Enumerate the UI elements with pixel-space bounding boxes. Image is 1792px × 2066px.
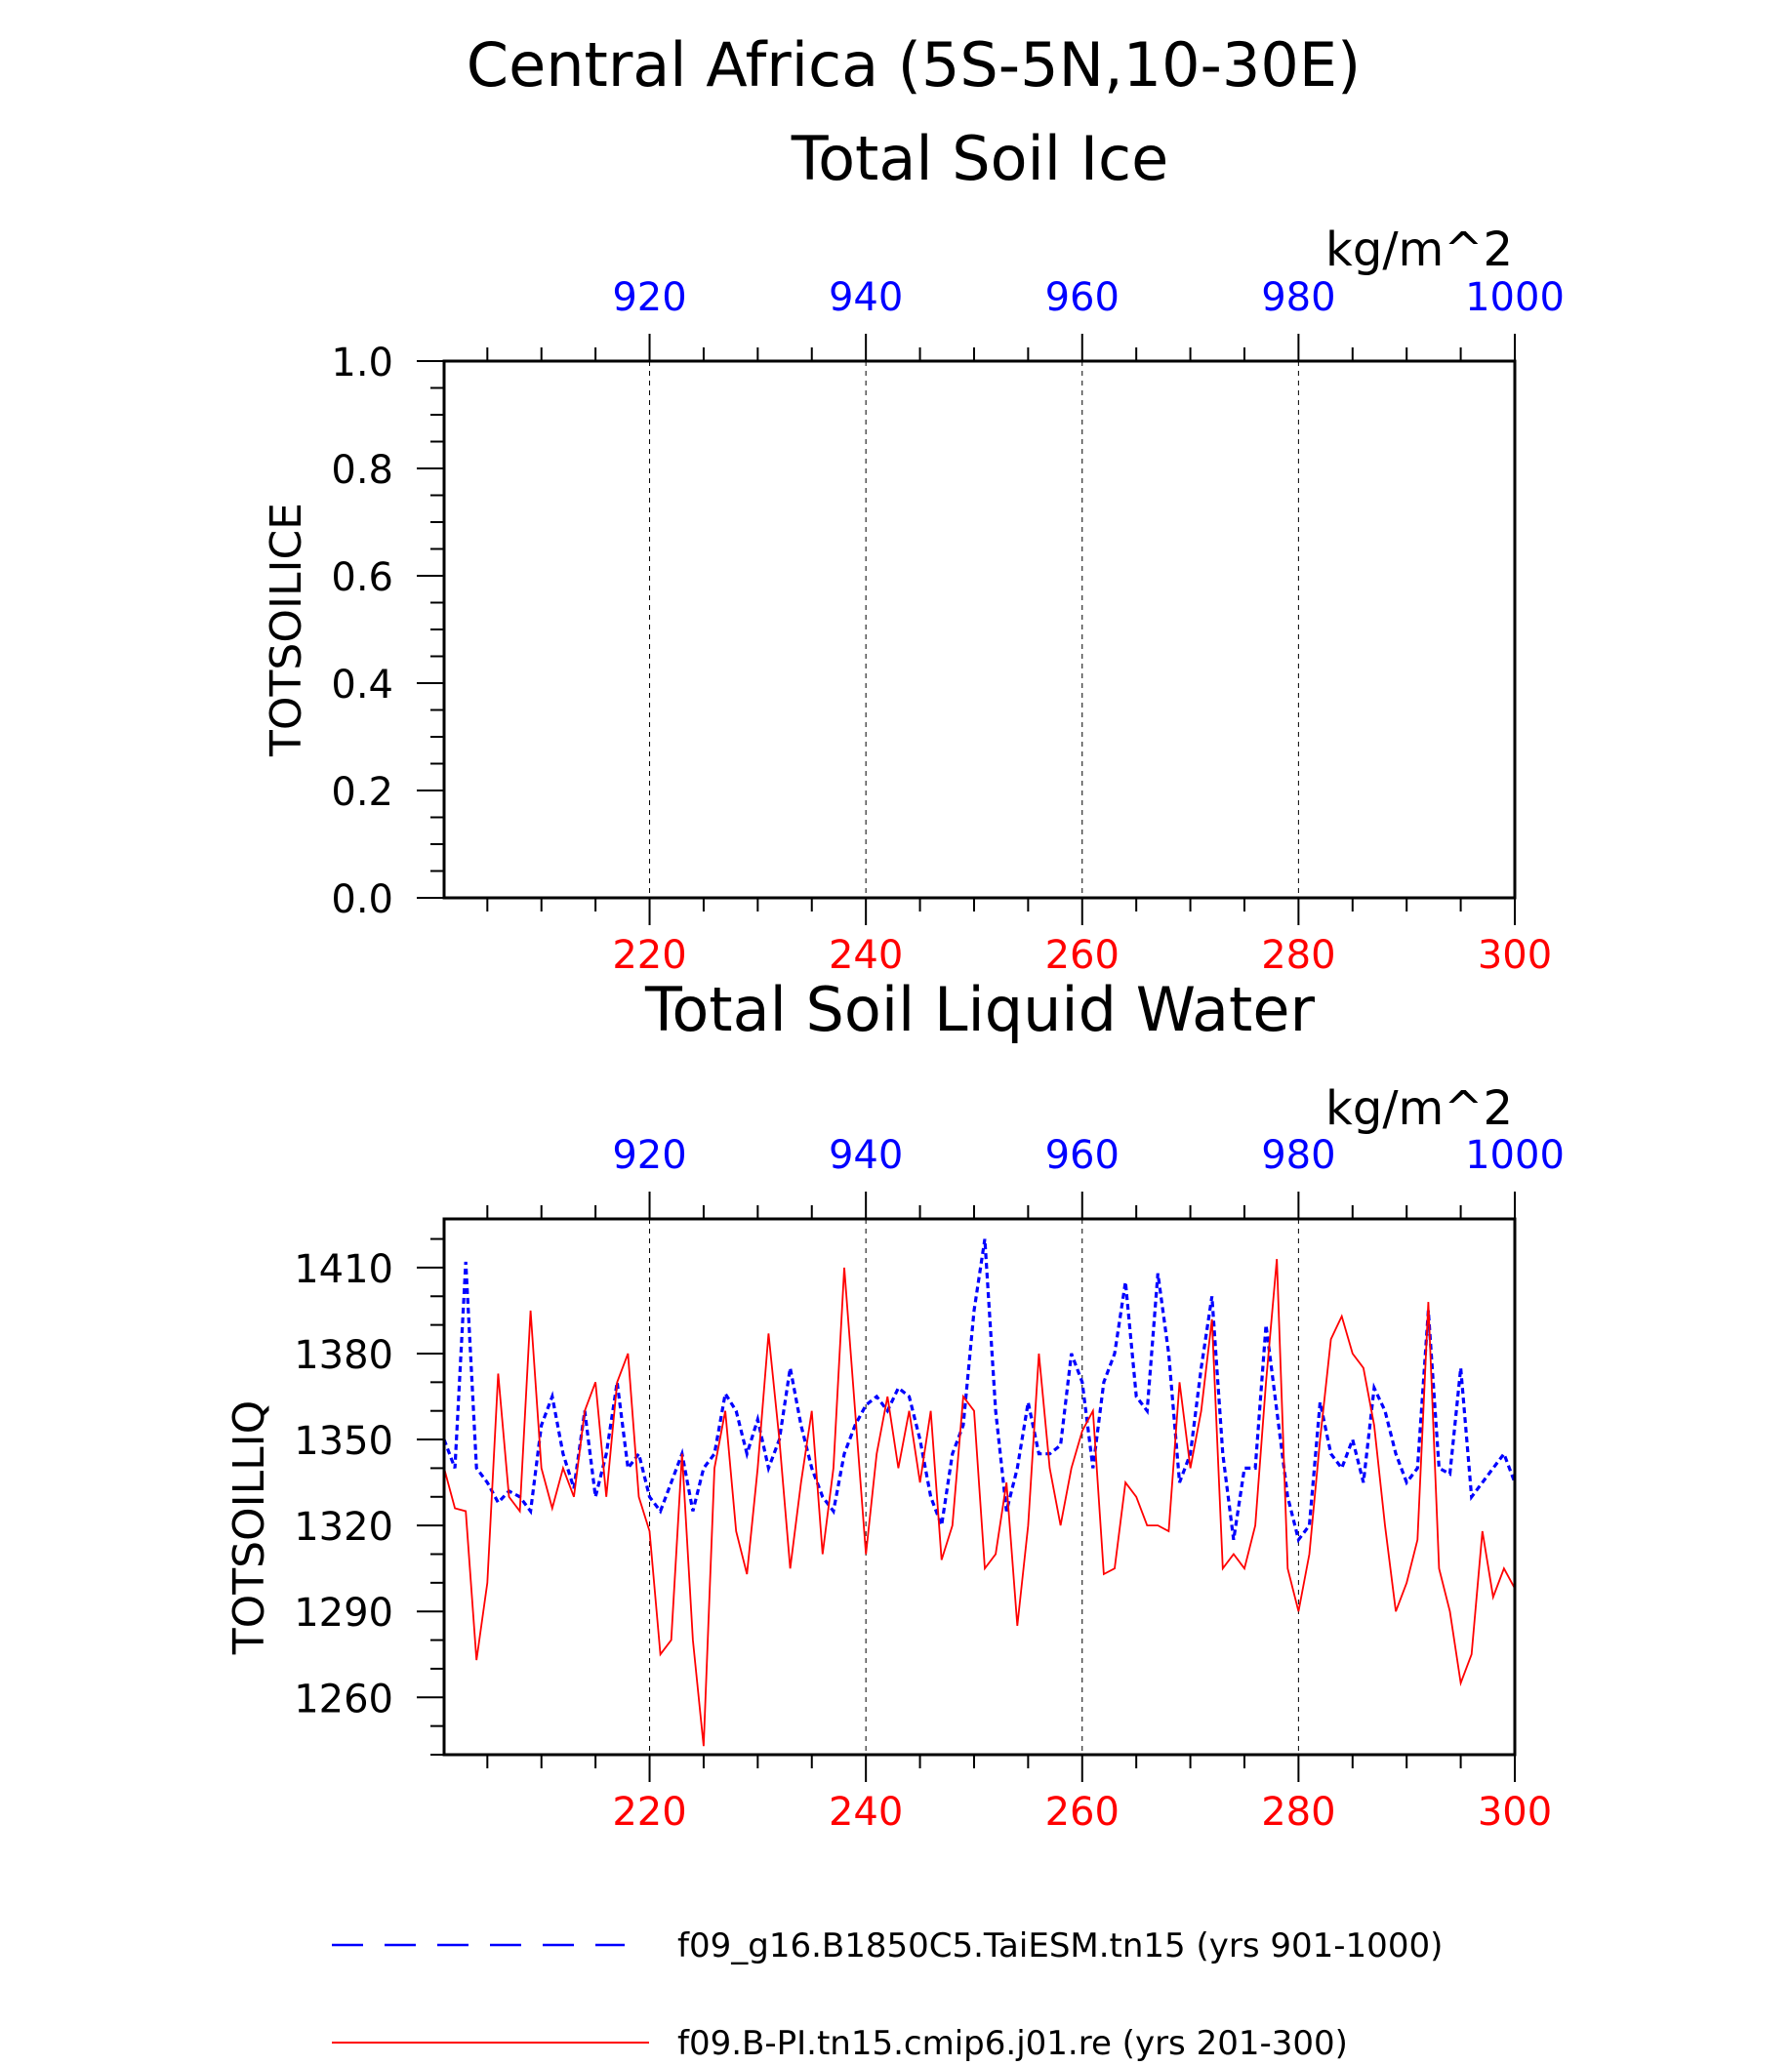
panel-1-ytick-label: 0.4 [331, 663, 393, 708]
panel-2-title: Total Soil Liquid Water [644, 974, 1315, 1045]
panel-1-ytick-label: 1.0 [331, 341, 393, 385]
panel-1-ytick-label: 0.6 [331, 555, 393, 600]
panel-2-top-xtick-label: 980 [1261, 1133, 1335, 1178]
panel-1-top-xtick-label: 960 [1045, 275, 1120, 320]
panel-2-bottom-xtick-label: 260 [1045, 1790, 1120, 1835]
panel-1-top-xtick-label: 980 [1261, 275, 1335, 320]
panel-1-bottom-xtick-label: 260 [1045, 933, 1120, 978]
panel-1-top-xtick-label: 940 [829, 275, 903, 320]
panel-2-units: kg/m^2 [1325, 1081, 1513, 1136]
panel-2-ytick-label: 1260 [294, 1677, 393, 1722]
panel-1-units: kg/m^2 [1325, 223, 1513, 277]
panel-2-bottom-xtick-label: 220 [612, 1790, 686, 1835]
panel-1-plot: 0.0 0.2 0.4 0.6 0.8 1.0 220 240 260 280 300 920 940 9… [331, 275, 1565, 978]
panel-2-top-xtick-label: 920 [612, 1133, 686, 1178]
panel-1-bottom-xtick-label: 300 [1478, 933, 1552, 978]
legend-label-model-a: f09_g16.B1850C5.TaiESM.tn15 (yrs 901-100… [677, 1926, 1443, 1965]
panel-2-series-model-a [442, 1238, 1517, 1544]
panel-1-bottom-xtick-label: 220 [612, 933, 686, 978]
panel-1-ytick-label: 0.0 [331, 877, 393, 922]
panel-2-series-model-b [443, 1259, 1516, 1747]
panel-2-top-xtick-label: 940 [829, 1133, 903, 1178]
panel-2-ytick-label: 1290 [294, 1591, 393, 1636]
panel-1-bottom-xtick-label: 240 [829, 933, 903, 978]
panel-1-ytick-label: 0.2 [331, 770, 393, 815]
legend-label-model-b: f09.B-PI.tn15.cmip6.j01.re (yrs 201-300) [677, 2024, 1348, 2062]
panel-2-top-xtick-label: 960 [1045, 1133, 1120, 1178]
panel-1-top-xtick-label: 920 [612, 275, 686, 320]
panel-2-top-xtick-label: 1000 [1465, 1133, 1565, 1178]
panel-2-bottom-xtick-label: 280 [1261, 1790, 1335, 1835]
panel-2-frame [442, 1217, 1517, 1757]
panel-1-top-xtick-label: 1000 [1465, 275, 1565, 320]
panel-2-plot: 1260 1290 1320 1350 1380 1410 220 240 260 280 300 9… [294, 1133, 1565, 1835]
panel-2-bottom-xtick-label: 240 [829, 1790, 903, 1835]
panel-1-ylabel: TOTSOILICE [262, 503, 311, 757]
panel-1-ytick-label: 0.8 [331, 448, 393, 493]
legend: f09_g16.B1850C5.TaiESM.tn15 (yrs 901-100… [332, 1926, 1443, 2063]
panel-2-ytick-label: 1350 [294, 1419, 393, 1464]
panel-2-ylabel: TOTSOILLIQ [224, 1400, 274, 1656]
panel-1-bottom-xtick-label: 280 [1261, 933, 1335, 978]
panel-1-title: Total Soil Ice [791, 123, 1168, 194]
main-title: Central Africa (5S-5N,10-30E) [467, 29, 1361, 101]
panel-2-ytick-label: 1320 [294, 1505, 393, 1550]
panel-2-ytick-label: 1380 [294, 1333, 393, 1378]
panel-2-ytick-label: 1410 [294, 1247, 393, 1292]
panel-2-bottom-xtick-label: 300 [1478, 1790, 1552, 1835]
